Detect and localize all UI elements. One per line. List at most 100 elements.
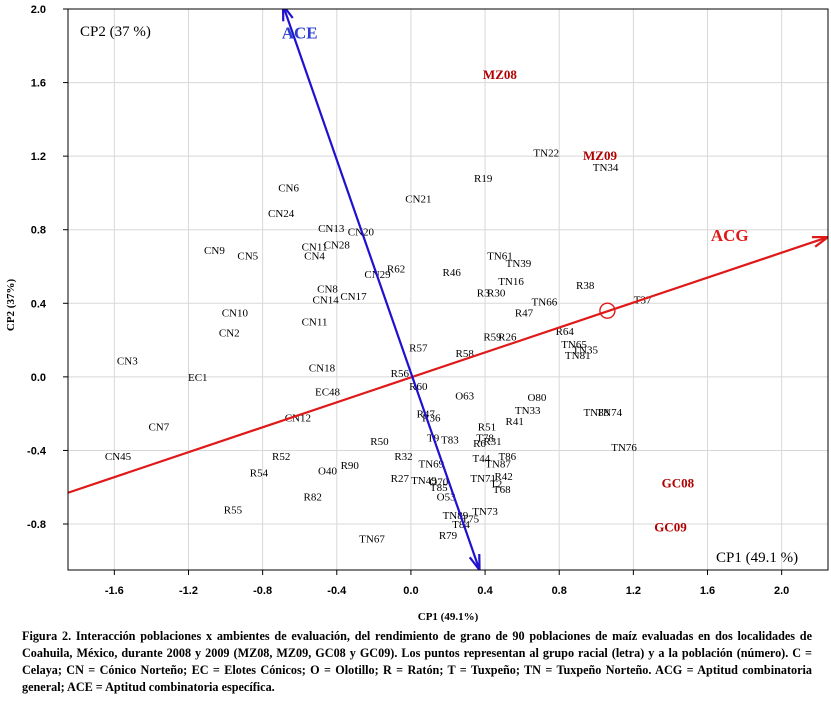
- population-label: CN2: [219, 328, 240, 340]
- y-tick-label: 0.8: [31, 225, 46, 237]
- population-label: TN74: [596, 407, 622, 419]
- population-label: T2: [490, 479, 502, 491]
- y-tick-label: 0.4: [31, 298, 47, 310]
- population-label: CN45: [105, 451, 132, 463]
- x-tick-label: 0.0: [403, 585, 418, 597]
- population-label: R52: [272, 451, 290, 463]
- population-label: EC48: [315, 387, 341, 399]
- x-tick-label: 0.4: [477, 585, 493, 597]
- population-label: TN65: [561, 339, 587, 351]
- population-label: TN67: [359, 534, 385, 546]
- population-label: CN6: [278, 182, 299, 194]
- population-label: O53: [437, 491, 456, 503]
- y-tick-label: -0.4: [27, 445, 47, 457]
- population-label: T44: [472, 453, 490, 465]
- population-label: TN88: [583, 407, 609, 419]
- population-label: R60: [409, 381, 428, 393]
- population-label: CN11: [302, 241, 328, 253]
- population-label: CN8: [317, 284, 338, 296]
- population-label: TN35: [572, 344, 598, 356]
- population-label: T75: [461, 513, 479, 525]
- population-label: TN49: [411, 475, 437, 487]
- y-tick-label: 1.2: [31, 151, 46, 163]
- population-label: O80: [527, 392, 546, 404]
- population-label: R3: [477, 287, 490, 299]
- population-label: R27: [391, 473, 410, 485]
- population-label: T78: [476, 433, 494, 445]
- x-tick-label: 0.8: [552, 585, 567, 597]
- plot-frame: [67, 8, 829, 571]
- population-label: R64: [556, 326, 575, 338]
- population-label: CN14: [313, 295, 340, 307]
- population-label: O63: [455, 390, 474, 402]
- population-label: R19: [474, 173, 493, 185]
- population-label: CN7: [148, 422, 169, 434]
- population-label: TN73: [472, 506, 498, 518]
- population-label: CN17: [340, 291, 367, 303]
- population-label: TN33: [515, 405, 541, 417]
- x-tick-label: 1.6: [700, 585, 715, 597]
- vector-ace: [283, 9, 481, 570]
- population-label: O70: [429, 477, 448, 489]
- population-label: R26: [498, 331, 517, 343]
- population-label: TN39: [506, 258, 532, 270]
- x-tick-label: -1.6: [105, 585, 124, 597]
- population-label: R59: [483, 331, 502, 343]
- population-label: R51: [478, 422, 496, 434]
- population-label: TN22: [533, 147, 559, 159]
- figure-caption: Figura 2. Interacción poblaciones x ambi…: [22, 629, 812, 694]
- population-label: TN34: [593, 162, 619, 174]
- y-tick-label: -0.8: [27, 519, 46, 531]
- population-label: EC1: [188, 372, 208, 384]
- population-label: R6: [473, 438, 486, 450]
- population-label: R57: [409, 342, 428, 354]
- population-label: CN4: [304, 250, 325, 262]
- population-label: TN81: [565, 350, 591, 362]
- population-label: T86: [498, 451, 516, 463]
- x-tick-label: 2.0: [774, 585, 789, 597]
- population-label: CN3: [117, 355, 138, 367]
- population-label: R90: [341, 460, 360, 472]
- population-label: R62: [387, 263, 405, 275]
- population-label: CN13: [318, 223, 345, 235]
- environment-label: GC08: [662, 476, 695, 491]
- vector-arrowhead: [281, 9, 294, 22]
- population-label: TN61: [487, 250, 513, 262]
- environment-label: GC09: [654, 520, 687, 535]
- population-label: TN76: [611, 442, 637, 454]
- corner-label-cp2: CP2 (37 %): [80, 24, 151, 40]
- population-label: CN10: [222, 307, 249, 319]
- population-label: R47: [515, 307, 534, 319]
- population-label: R50: [370, 436, 389, 448]
- population-label: R32: [394, 451, 412, 463]
- population-label: T85: [430, 482, 448, 494]
- population-label: O40: [318, 466, 337, 478]
- y-tick-label: 2.0: [31, 4, 46, 16]
- population-label: CN12: [285, 412, 311, 424]
- x-tick-label: -1.2: [179, 585, 198, 597]
- population-label: CN28: [324, 239, 351, 251]
- population-label: TN66: [532, 296, 558, 308]
- population-label: R56: [391, 368, 410, 380]
- y-axis-label: CP2 (37%): [5, 279, 17, 332]
- population-label: R55: [224, 504, 243, 516]
- vector-label-acg: ACG: [711, 226, 749, 245]
- x-tick-label: 1.2: [626, 585, 641, 597]
- population-label: R30: [487, 287, 506, 299]
- environment-label: MZ08: [483, 67, 517, 82]
- y-tick-label: 1.6: [31, 78, 46, 90]
- vector-label-ace: ACE: [282, 23, 318, 42]
- y-tick-label: 0.0: [31, 372, 46, 384]
- population-label: R42: [494, 471, 512, 483]
- population-label: R41: [506, 416, 524, 428]
- vector-acg: [68, 236, 828, 494]
- population-label: TN87: [485, 458, 511, 470]
- population-label: R82: [304, 491, 322, 503]
- x-axis-label: CP1 (49.1%): [418, 611, 479, 623]
- environment-label: MZ09: [583, 148, 617, 163]
- population-label: CN24: [268, 208, 295, 220]
- average-environment-marker: [599, 302, 616, 319]
- population-label: T83: [441, 434, 459, 446]
- x-tick-label: -0.4: [327, 585, 347, 597]
- population-label: R31: [483, 436, 501, 448]
